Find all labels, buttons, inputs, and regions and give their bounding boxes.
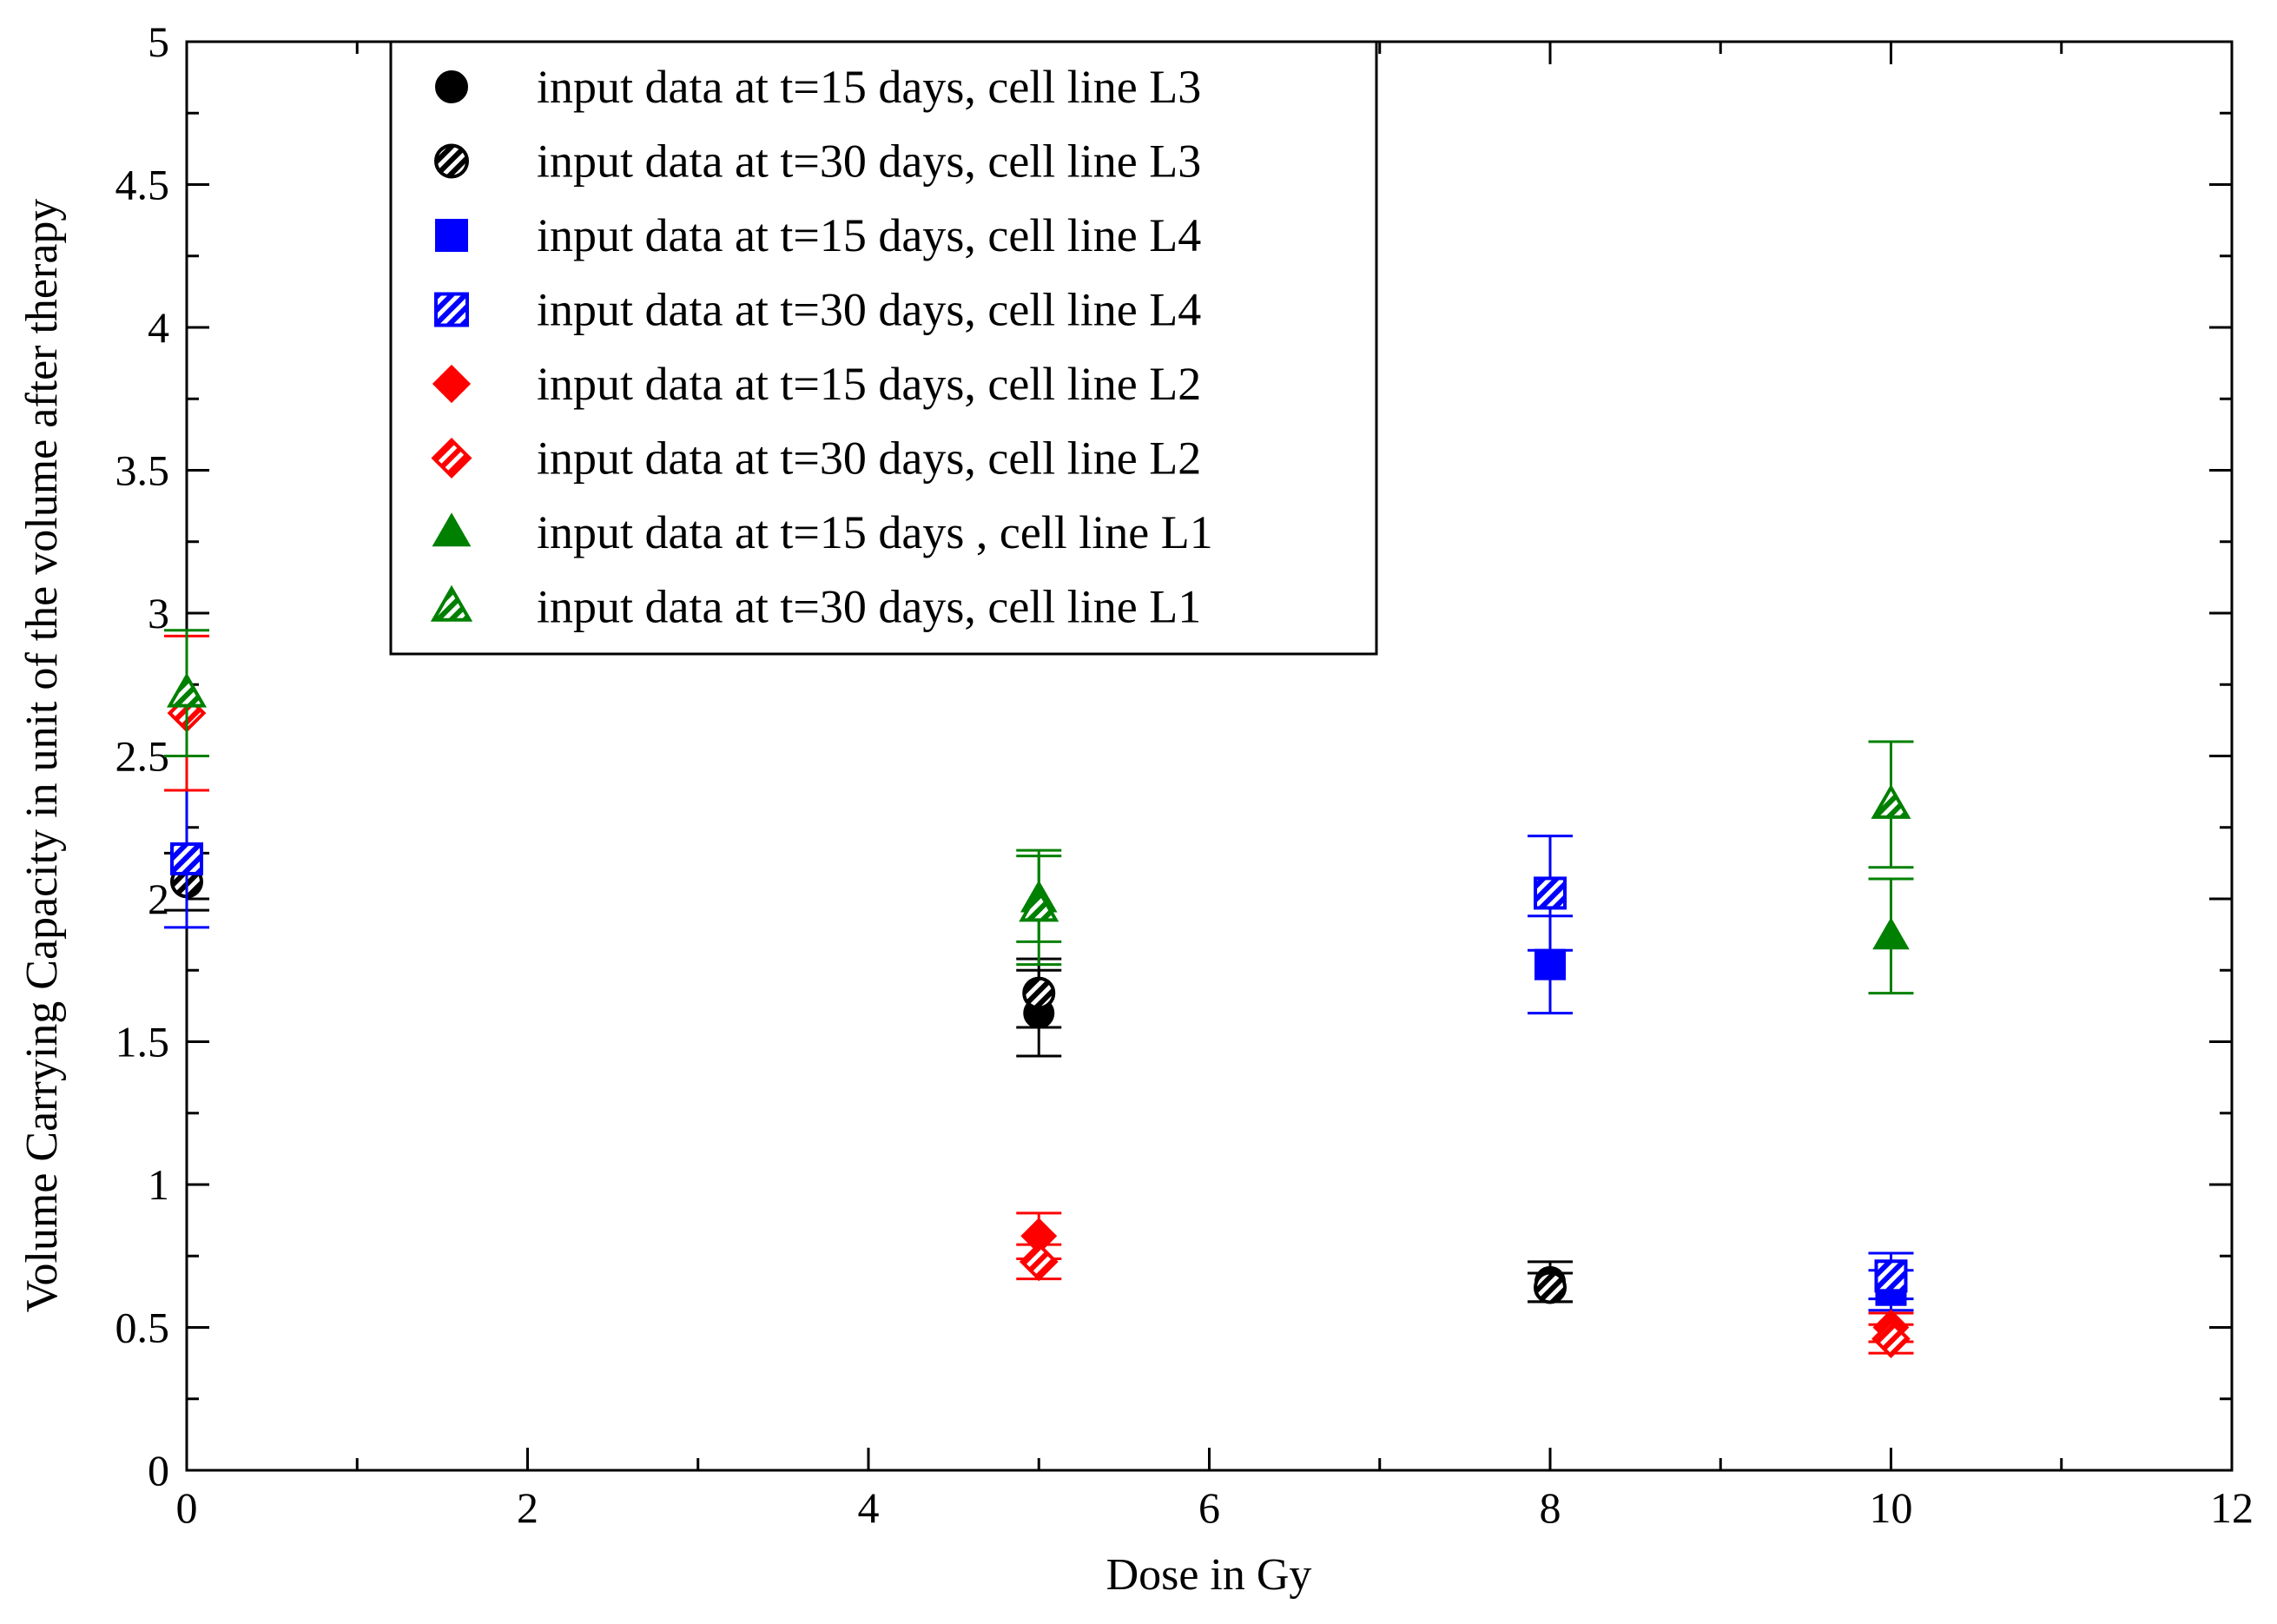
legend-marker (432, 364, 472, 404)
y-tick-label: 4 (148, 303, 169, 352)
data-point (1019, 1242, 1059, 1282)
legend-marker (435, 219, 468, 252)
x-tick-label: 6 (1198, 1483, 1220, 1532)
series-3 (1528, 914, 1914, 1312)
x-tick-label: 0 (176, 1483, 198, 1532)
y-tick-label: 1 (148, 1160, 169, 1209)
x-tick-label: 8 (1540, 1483, 1561, 1532)
data-point (1534, 1271, 1567, 1304)
y-axis-title: Volume Carrying Capacity in unit of the … (17, 199, 67, 1313)
series-2 (164, 851, 1573, 1304)
legend-box (389, 40, 1378, 656)
y-tick-label: 2 (148, 875, 169, 923)
data-point (166, 672, 208, 708)
x-tick-label: 4 (858, 1483, 880, 1532)
data-point (1534, 876, 1567, 910)
data-point (1871, 1319, 1911, 1359)
data-point (170, 842, 203, 875)
y-tick-label: 1.5 (116, 1018, 170, 1066)
y-tick-label: 4.5 (116, 161, 170, 209)
legend-label: input data at t=30 days, cell line L1 (537, 581, 1201, 633)
legend-item: input data at t=15 days, cell line L4 (435, 209, 1201, 261)
data-point (1534, 948, 1566, 980)
y-tick-label: 0 (148, 1446, 169, 1495)
series-5 (1016, 1211, 1914, 1346)
data-points (164, 629, 1914, 1359)
y-tick-label: 0.5 (116, 1304, 170, 1352)
y-tick-label: 5 (148, 17, 169, 66)
series-7 (1016, 855, 1914, 995)
series-1 (1016, 968, 1573, 1304)
legend-item: input data at t=30 days, cell line L1 (430, 581, 1201, 633)
series-6 (164, 634, 1914, 1359)
x-tick-label: 2 (517, 1483, 538, 1532)
legend-marker (432, 512, 472, 547)
legend-item: input data at t=15 days, cell line L2 (432, 358, 1201, 410)
data-point (1874, 1259, 1908, 1293)
data-point (1019, 887, 1059, 922)
legend-marker (430, 584, 473, 622)
legend-label: input data at t=15 days, cell line L4 (537, 209, 1201, 261)
x-axis-title: Dose in Gy (1106, 1550, 1312, 1600)
legend-marker (431, 437, 472, 479)
legend-label: input data at t=15 days, cell line L2 (537, 358, 1201, 410)
legend-item: input data at t=30 days, cell line L4 (434, 284, 1201, 336)
y-tick-label: 2.5 (116, 732, 170, 781)
legend-item: input data at t=30 days, cell line L3 (434, 135, 1201, 188)
series-8 (164, 629, 1914, 967)
legend-label: input data at t=30 days, cell line L3 (537, 135, 1201, 188)
legend-item: input data at t=30 days, cell line L2 (431, 432, 1201, 485)
legend-label: input data at t=30 days, cell line L4 (537, 284, 1201, 336)
legend-item: input data at t=15 days , cell line L1 (432, 506, 1213, 558)
y-tick-label: 3.5 (116, 446, 170, 495)
legend-marker (434, 292, 469, 327)
x-tick-label: 12 (2210, 1483, 2254, 1532)
legend-label: input data at t=15 days, cell line L3 (537, 61, 1201, 113)
data-point (1022, 976, 1056, 1010)
x-tick-label: 10 (1870, 1483, 1913, 1532)
legend-item: input data at t=15 days, cell line L3 (435, 61, 1201, 113)
legend-marker (434, 143, 469, 179)
legend: input data at t=15 days, cell line L3 inp… (389, 40, 1378, 656)
data-point (1872, 917, 1910, 950)
legend-label: input data at t=15 days , cell line L1 (537, 506, 1213, 558)
series-4 (164, 789, 1914, 1301)
data-point (1871, 783, 1911, 819)
legend-label: input data at t=30 days, cell line L2 (537, 432, 1201, 485)
legend-marker (435, 70, 468, 103)
